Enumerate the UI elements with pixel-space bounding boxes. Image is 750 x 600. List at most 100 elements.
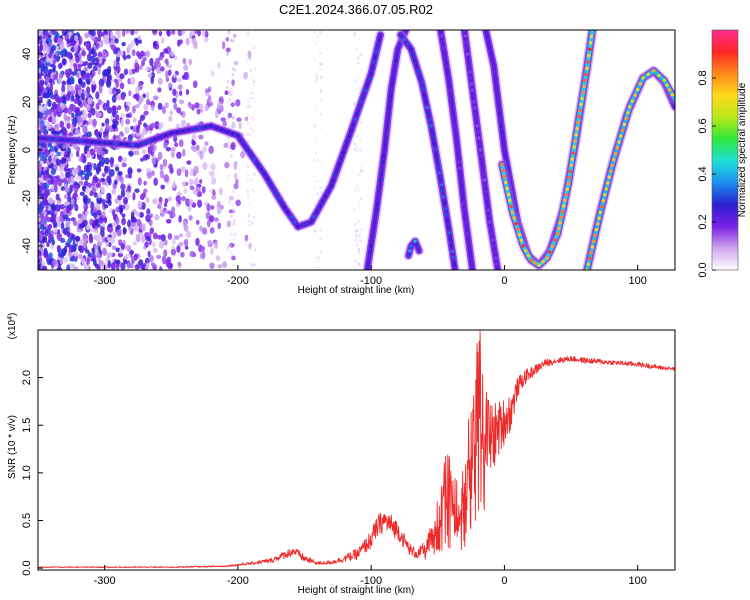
spectral-speckle (106, 175, 112, 184)
spectral-bead (472, 100, 476, 104)
spectral-speckle (152, 241, 156, 248)
spectral-bead (611, 157, 616, 162)
spectral-speckle (193, 165, 199, 173)
spectral-speckle (220, 204, 224, 210)
spectral-speckle (125, 118, 131, 125)
snr-x-tick-label: 100 (629, 575, 647, 587)
spectral-speckle (160, 36, 165, 44)
spectral-speckle (181, 30, 186, 35)
spectral-speckle (132, 192, 136, 201)
spectral-bead (102, 141, 107, 145)
spectral-streak (252, 215, 256, 219)
spectral-streak (251, 221, 254, 225)
spectral-bead (613, 152, 618, 156)
spectral-speckle (80, 154, 84, 162)
spectral-speckle (163, 202, 168, 208)
spectral-speckle (125, 253, 131, 259)
spectral-speckle (136, 218, 142, 227)
spectral-speckle (38, 170, 41, 176)
spectral-bead (491, 238, 495, 242)
spectral-speckle (108, 193, 112, 202)
spectral-speckle (85, 165, 90, 174)
spectral-speckle (88, 118, 93, 126)
spectral-speckle (119, 82, 125, 90)
spectral-speckle (46, 216, 51, 223)
spectral-streak (319, 190, 323, 194)
spectral-speckle (77, 218, 83, 224)
spectral-speckle (188, 58, 192, 66)
spectral-speckle (88, 30, 93, 35)
spectral-speckle (141, 149, 147, 155)
spectral-speckle (167, 69, 172, 76)
spectral-speckle (164, 102, 169, 109)
spectral-speckle (136, 168, 142, 173)
spectral-speckle (73, 63, 77, 68)
spectral-speckle (50, 203, 56, 212)
snr-line (38, 330, 675, 569)
spectral-streak (315, 255, 319, 260)
spectral-bead (581, 90, 585, 95)
spectral-speckle (115, 247, 121, 253)
spectral-bead (259, 167, 263, 171)
spectral-speckle (100, 156, 106, 165)
spectral-bead (372, 220, 377, 224)
spectral-speckle (120, 112, 125, 119)
spectral-streak (319, 51, 322, 55)
spectral-speckle (131, 49, 136, 57)
spectral-speckle (160, 184, 166, 190)
spectral-speckle (41, 147, 45, 153)
spectral-speckle (111, 245, 117, 250)
spectral-speckle (67, 106, 73, 115)
spectral-speckle (95, 183, 101, 189)
spectral-bead (409, 47, 413, 51)
spectral-speckle (66, 206, 71, 214)
spectral-speckle (104, 157, 110, 165)
spectral-speckle (42, 30, 48, 36)
spectral-speckle (116, 259, 121, 265)
spectral-bead (466, 58, 471, 62)
spectral-bead (493, 76, 497, 80)
spectral-speckle (180, 119, 187, 128)
spectral-speckle (97, 146, 102, 154)
spectral-speckle (80, 176, 85, 181)
spectral-streak (314, 229, 318, 233)
spectral-streak (314, 106, 317, 110)
spectral-speckle (188, 215, 193, 221)
spectral-streak (354, 149, 358, 153)
spectral-bead (377, 190, 381, 194)
spectral-bead (487, 214, 491, 218)
spectral-bead (480, 160, 484, 164)
spectral-speckle (38, 86, 42, 95)
spectral-streak (358, 234, 361, 238)
spectrogram-x-tick-label: 100 (629, 275, 647, 287)
spectral-speckle (101, 172, 106, 178)
spectral-speckle (83, 214, 87, 220)
spectral-speckle (60, 221, 65, 231)
spectral-streak (359, 239, 362, 243)
spectral-speckle (126, 261, 131, 269)
spectral-streak (246, 194, 250, 198)
spectral-speckle (85, 42, 92, 51)
spectral-bead (379, 172, 383, 176)
spectral-speckle (47, 37, 52, 44)
spectral-speckle (93, 192, 98, 198)
spectral-bead (365, 83, 369, 87)
spectral-speckle (91, 180, 96, 187)
spectral-bead (239, 138, 243, 143)
spectral-bead (447, 82, 451, 86)
spectral-bead (597, 216, 601, 220)
spectral-streak (253, 248, 257, 252)
spectral-speckle (54, 184, 58, 193)
spectral-speckle (151, 157, 157, 165)
spectral-speckle (139, 114, 146, 121)
spectral-speckle (185, 89, 190, 96)
spectral-bead (363, 88, 367, 93)
spectral-bead (452, 118, 456, 122)
spectral-speckle (226, 220, 232, 228)
spectral-speckle (124, 126, 130, 135)
spectral-streak (248, 104, 251, 108)
spectral-speckle (87, 62, 93, 70)
spectral-speckle (48, 155, 52, 162)
spectral-bead (439, 183, 444, 187)
spectral-speckle (38, 105, 43, 112)
